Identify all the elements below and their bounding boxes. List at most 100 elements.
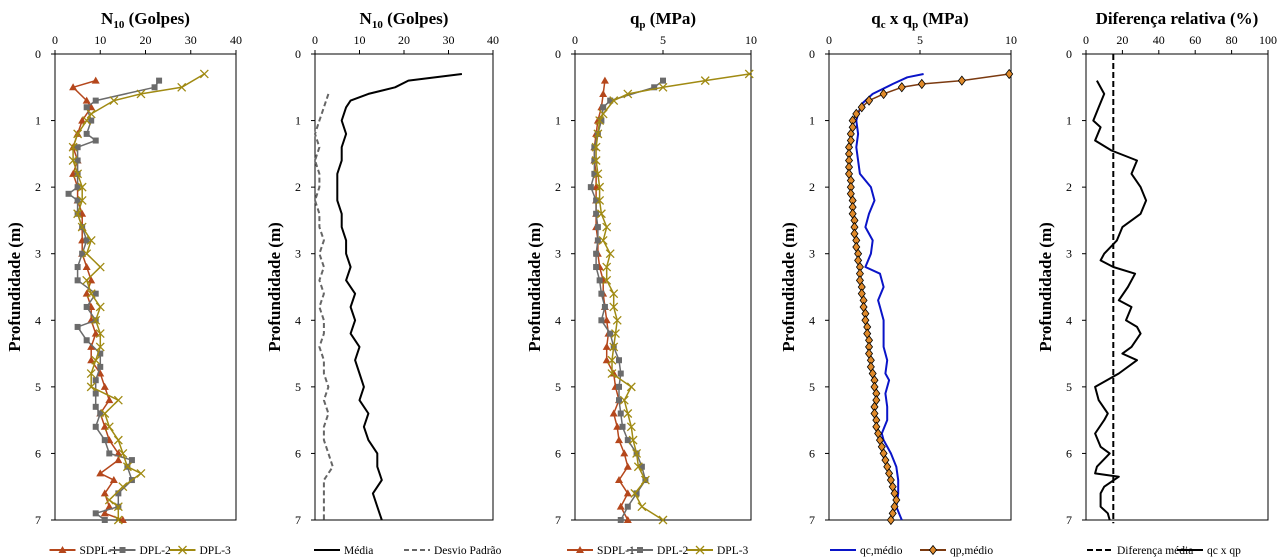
data-point <box>897 82 906 93</box>
data-point <box>100 382 109 390</box>
y-tick-label: 7 <box>809 513 815 527</box>
data-point <box>616 502 625 510</box>
data-point <box>700 76 710 86</box>
legend: qc,médio qp,médio <box>830 544 993 557</box>
data-point <box>596 209 606 219</box>
data-point <box>83 130 90 137</box>
data-point <box>602 275 612 285</box>
data-point <box>92 403 99 410</box>
data-point <box>128 457 135 464</box>
x-tick-label: 10 <box>1005 33 1017 47</box>
data-point <box>626 422 636 432</box>
data-point <box>122 462 132 472</box>
data-point <box>593 264 600 271</box>
legend-label: Diferença média <box>1117 545 1193 557</box>
data-point <box>617 517 624 523</box>
data-point <box>91 76 100 84</box>
data-point <box>92 390 99 397</box>
data-point <box>100 409 110 418</box>
data-point <box>598 117 605 124</box>
data-point <box>593 129 603 139</box>
data-point <box>660 77 666 84</box>
data-point <box>82 249 92 259</box>
data-point <box>632 448 642 458</box>
data-point <box>1005 68 1014 80</box>
x-tick-label: 20 <box>1116 33 1128 47</box>
data-point <box>82 275 92 285</box>
y-tick-label: 3 <box>35 247 41 261</box>
data-point <box>95 329 105 339</box>
title-part: N <box>101 9 114 28</box>
y-tick-label: 3 <box>295 247 301 261</box>
x-tick-label: 0 <box>312 33 318 47</box>
series-line <box>855 73 924 521</box>
data-point <box>633 490 640 497</box>
data-point <box>630 488 640 498</box>
series-line <box>67 80 160 521</box>
legend-marker <box>178 545 187 555</box>
data-point <box>82 96 91 104</box>
y-tick-label: 0 <box>295 47 301 61</box>
data-point <box>95 302 105 312</box>
data-point <box>600 76 609 84</box>
y-tick-label: 4 <box>295 313 301 327</box>
y-tick-label: 6 <box>809 446 815 460</box>
data-point <box>97 363 104 370</box>
data-point <box>86 109 96 119</box>
data-point <box>118 516 127 523</box>
y-tick-label: 0 <box>555 47 561 61</box>
data-point <box>744 69 754 79</box>
data-point <box>623 489 632 497</box>
data-point <box>624 503 631 510</box>
legend-label: DPL-2 <box>657 545 689 557</box>
x-tick-label: 0 <box>826 33 832 47</box>
data-point <box>118 482 128 492</box>
series-line <box>595 73 750 521</box>
data-point <box>638 463 645 470</box>
data-point <box>651 84 658 91</box>
data-point <box>114 456 123 464</box>
data-point <box>617 410 624 417</box>
y-tick-label: 2 <box>1066 180 1072 194</box>
data-point <box>106 450 113 457</box>
data-point <box>615 476 623 484</box>
data-point <box>109 476 118 484</box>
plot-frame <box>1085 53 1269 521</box>
x-tick-label: 5 <box>660 33 666 47</box>
data-point <box>602 342 611 350</box>
data-point <box>104 495 114 505</box>
y-tick-label: 7 <box>35 513 41 527</box>
y-tick-label: 6 <box>1066 446 1072 460</box>
data-point <box>92 97 99 104</box>
title-subscript: 10 <box>113 19 125 31</box>
y-tick-label: 1 <box>809 114 815 128</box>
data-point <box>92 377 99 384</box>
data-point <box>595 195 605 205</box>
data-point <box>611 329 620 339</box>
y-tick-label: 5 <box>809 380 815 394</box>
data-point <box>83 303 90 310</box>
plot-frame <box>54 53 237 521</box>
data-point <box>82 289 91 297</box>
y-axis-label: Profundidade (m) <box>5 222 24 352</box>
data-point <box>591 156 601 165</box>
data-point <box>593 169 603 179</box>
y-tick-label: 5 <box>555 380 561 394</box>
x-tick-label: 10 <box>745 33 757 47</box>
x-tick-label: 5 <box>917 33 923 47</box>
data-point <box>602 316 611 324</box>
data-point <box>113 395 123 405</box>
data-point <box>83 104 90 111</box>
data-point <box>113 435 123 445</box>
series-qc-m-dio <box>855 73 924 521</box>
data-point <box>87 276 96 284</box>
legend-label: qc x qp <box>1207 545 1241 557</box>
y-tick-label: 0 <box>1066 47 1072 61</box>
chart-title: N10 (Golpes) <box>360 9 449 31</box>
series-qp-m-dio <box>845 68 1014 526</box>
data-point <box>97 350 104 357</box>
legend: SDPL-1 DPL-2 DPL-3 <box>567 545 749 557</box>
data-point <box>74 184 81 191</box>
y-tick-label: 3 <box>555 247 561 261</box>
